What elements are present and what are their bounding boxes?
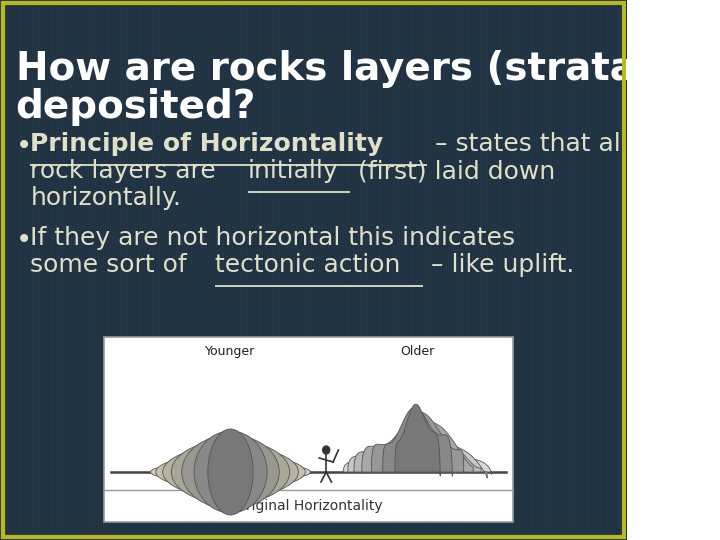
Text: tectonic action: tectonic action bbox=[215, 253, 401, 277]
Text: •: • bbox=[16, 132, 32, 160]
Bar bbox=[104, 337, 513, 522]
Ellipse shape bbox=[163, 446, 298, 498]
Polygon shape bbox=[348, 446, 487, 478]
Text: Original Horizontality: Original Horizontality bbox=[235, 499, 382, 513]
Polygon shape bbox=[383, 407, 452, 476]
Ellipse shape bbox=[182, 435, 279, 509]
Text: Principle of Horizontality: Principle of Horizontality bbox=[30, 132, 384, 156]
Text: rock layers are: rock layers are bbox=[30, 159, 224, 183]
Polygon shape bbox=[372, 412, 464, 472]
Polygon shape bbox=[362, 422, 473, 472]
Circle shape bbox=[323, 446, 330, 454]
Text: some sort of: some sort of bbox=[30, 253, 195, 277]
Text: Older: Older bbox=[400, 345, 435, 358]
Text: deposited?: deposited? bbox=[16, 88, 256, 126]
Text: – states that all: – states that all bbox=[427, 132, 628, 156]
Ellipse shape bbox=[156, 454, 305, 490]
Text: (first) laid down: (first) laid down bbox=[350, 159, 555, 183]
Text: If they are not horizontal this indicates: If they are not horizontal this indicate… bbox=[30, 226, 516, 250]
Text: initially: initially bbox=[248, 159, 338, 183]
Ellipse shape bbox=[171, 440, 289, 504]
Polygon shape bbox=[395, 404, 440, 476]
Text: How are rocks layers (strata): How are rocks layers (strata) bbox=[16, 50, 654, 88]
Polygon shape bbox=[343, 458, 492, 475]
Ellipse shape bbox=[194, 431, 267, 513]
Ellipse shape bbox=[150, 462, 310, 482]
Text: horizontally.: horizontally. bbox=[30, 186, 181, 210]
Polygon shape bbox=[354, 433, 481, 472]
Text: – like uplift.: – like uplift. bbox=[423, 253, 575, 277]
Text: Younger: Younger bbox=[205, 345, 256, 358]
Ellipse shape bbox=[208, 429, 253, 515]
Text: •: • bbox=[16, 226, 32, 254]
